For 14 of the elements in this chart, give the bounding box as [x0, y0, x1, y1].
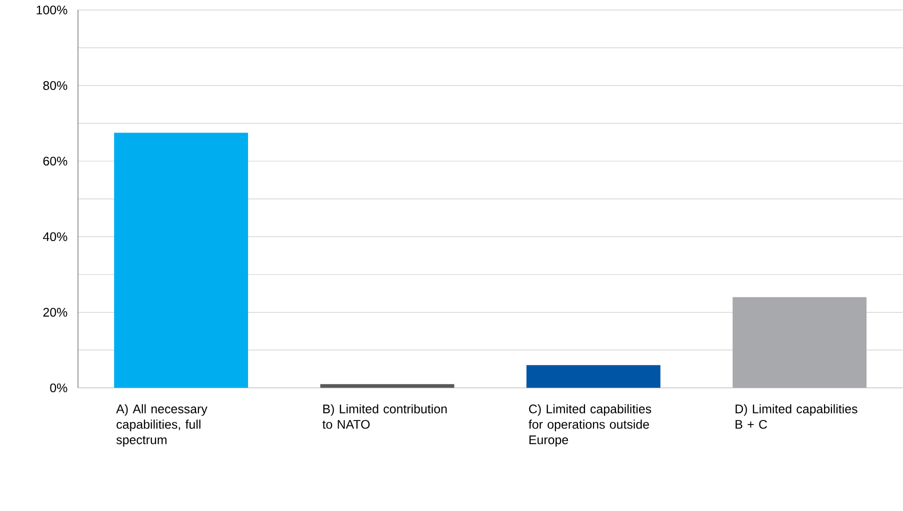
y-tick-label: 40%: [43, 232, 68, 242]
x-tick-label: D) Limited capabilities B + C: [736, 404, 858, 429]
bar: [114, 132, 248, 388]
y-tick-label: 60%: [43, 156, 68, 166]
x-tick-label: B) Limited contribution to NATO: [322, 404, 447, 429]
y-tick-label: 100%: [36, 6, 68, 14]
bar: [732, 297, 867, 388]
bar: [526, 365, 660, 388]
bar: [320, 384, 454, 388]
x-tick-label: A) All necessary capabilities, full spectrum: [116, 404, 208, 447]
y-tick-label: 80%: [43, 81, 68, 90]
x-tick-label: C) Limited capabilities for operations outside Europe: [528, 404, 652, 447]
y-tick-label: 0%: [50, 384, 68, 392]
y-tick-label: 20%: [43, 308, 68, 317]
